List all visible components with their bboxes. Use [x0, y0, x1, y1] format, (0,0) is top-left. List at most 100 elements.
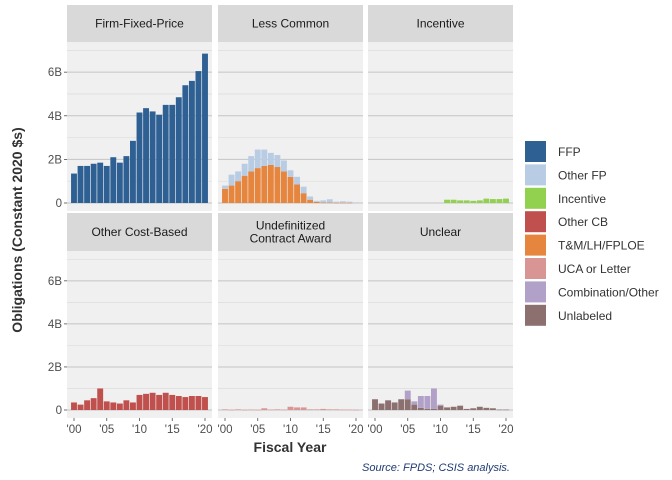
bar-uca-2004	[248, 409, 255, 411]
strip-title: Unclear	[420, 225, 461, 239]
bar-otherfp-2001	[228, 174, 235, 186]
strip-firm-fixed-price	[67, 5, 212, 42]
strip-title: Less Common	[252, 17, 329, 31]
x-tick-label: '00	[67, 424, 82, 436]
bar-othercb-2003	[90, 398, 97, 410]
bar-otherfp-2011	[294, 176, 300, 185]
x-tick-label: '10	[433, 424, 448, 436]
bar-unlabeled-2013	[457, 405, 464, 410]
x-tick-label: '05	[99, 424, 114, 436]
bar-otherfp-2017	[333, 201, 340, 203]
bar-othercb-2006	[110, 402, 117, 410]
legend-label-tm: T&M/LH/FPLOE	[558, 239, 645, 253]
bar-othercb-2011	[143, 393, 149, 410]
bar-tm-2013	[307, 199, 314, 203]
bar-otherfp-2013	[307, 196, 314, 200]
legend-swatch-unlabeled	[525, 304, 546, 326]
series-uca	[222, 406, 359, 411]
bar-incentive-2016	[476, 200, 483, 203]
x-tick-label: '05	[250, 424, 265, 436]
x-axis-ticks: '00 '05 '10 '15 '20	[218, 418, 364, 436]
bar-otherfp-2018	[339, 201, 346, 203]
legend-label-otherfp: Other FP	[558, 168, 607, 182]
bar-othercb-2012	[149, 392, 156, 410]
bar-otherfp-2015	[320, 200, 327, 203]
bar-unlabeled-2016	[476, 406, 483, 410]
bar-ffp-2010	[136, 112, 143, 203]
y-tick-label: 2B	[48, 362, 62, 374]
bar-tm-2001	[228, 185, 235, 203]
bar-unlabeled-2006	[411, 404, 418, 410]
bar-tm-2019	[346, 202, 353, 204]
bar-othercb-2002	[84, 400, 91, 410]
legend-swatch-otherfp	[525, 164, 546, 186]
bar-incentive-2019	[496, 199, 503, 203]
bar-tm-2015	[320, 202, 327, 204]
bar-ffp-2020	[202, 53, 208, 203]
y-tick-label: 4B	[48, 111, 62, 123]
series-otherfp	[222, 149, 359, 203]
series-combo	[404, 388, 444, 409]
bar-tm-2009	[281, 171, 287, 203]
y-axis-ticks: 0 2B 4B 6B	[48, 276, 67, 417]
bar-uca-2012	[300, 407, 307, 410]
bar-tm-2010	[287, 176, 294, 203]
bar-combo-2009	[431, 388, 437, 409]
bar-unlabeled-2014	[463, 408, 470, 410]
strip-unclear	[368, 213, 513, 251]
bar-othercb-2000	[71, 402, 77, 410]
bar-tm-2005	[254, 168, 261, 203]
bar-ffp-2011	[143, 108, 149, 203]
bar-unlabeled-2009	[431, 408, 437, 410]
bar-unlabeled-2012	[450, 406, 457, 410]
bar-uca-2015	[320, 408, 327, 410]
bar-incentive-2018	[489, 199, 496, 203]
bar-uca-2018	[339, 409, 346, 411]
legend-label-unlabeled: Unlabeled	[558, 309, 612, 323]
panel-less-common: Less Common	[218, 5, 363, 211]
bar-tm-2011	[294, 184, 300, 203]
bar-othercb-2019	[195, 396, 202, 410]
legend-label-combo: Combination/Other	[558, 285, 659, 299]
x-tick-label: '00	[218, 424, 233, 436]
bar-othercb-2009	[130, 402, 136, 410]
bar-othercb-2017	[182, 397, 189, 410]
bar-uca-2002	[235, 409, 242, 410]
legend: FFP Other FP Incentive Other CB T&M/LH/FPLOE…	[525, 141, 659, 326]
bar-unlabeled-2015	[470, 408, 477, 410]
bar-otherfp-2019	[346, 201, 353, 203]
bar-tm-2004	[248, 171, 255, 203]
bar-uca-2017	[333, 409, 340, 410]
source-caption: Source: FPDS; CSIS analysis.	[362, 462, 510, 474]
facet-panels: Firm-Fixed-Price Less Common Incentive Othe…	[67, 5, 514, 436]
panel-unclear: Unclear '00 '05 '10 '15 '20	[368, 213, 514, 436]
x-axis-title: Fiscal Year	[254, 439, 327, 455]
bar-tm-2003	[241, 175, 248, 203]
bar-otherfp-2009	[281, 160, 287, 172]
bar-ffp-2003	[90, 163, 97, 203]
legend-label-uca: UCA or Letter	[558, 262, 631, 276]
bar-ffp-2007	[116, 162, 123, 203]
y-axis-title: Obligations (Constant 2020 $s)	[9, 127, 25, 332]
bar-combo-2008	[424, 396, 431, 409]
bar-otherfp-2016	[326, 199, 333, 203]
bar-othercb-2016	[175, 396, 182, 410]
legend-swatch-uca	[525, 258, 546, 279]
y-tick-label: 4B	[48, 319, 62, 331]
strip-incentive	[368, 5, 513, 42]
bar-othercb-2007	[116, 403, 123, 410]
bar-unlabeled-2004	[398, 399, 405, 410]
bar-uca-2005	[254, 409, 261, 411]
bar-uca-2011	[294, 407, 300, 410]
bar-ffp-2013	[156, 114, 163, 203]
bar-combo-2005	[404, 390, 411, 400]
strip-title: Other Cost-Based	[91, 225, 187, 239]
series-incentive	[444, 198, 509, 203]
strip-other-cost-based	[67, 213, 212, 251]
y-tick-label: 0	[56, 198, 62, 210]
bar-tm-2017	[333, 202, 340, 204]
bar-uca-2016	[326, 409, 333, 410]
panel-background	[368, 42, 513, 211]
x-tick-label: '00	[368, 424, 383, 436]
